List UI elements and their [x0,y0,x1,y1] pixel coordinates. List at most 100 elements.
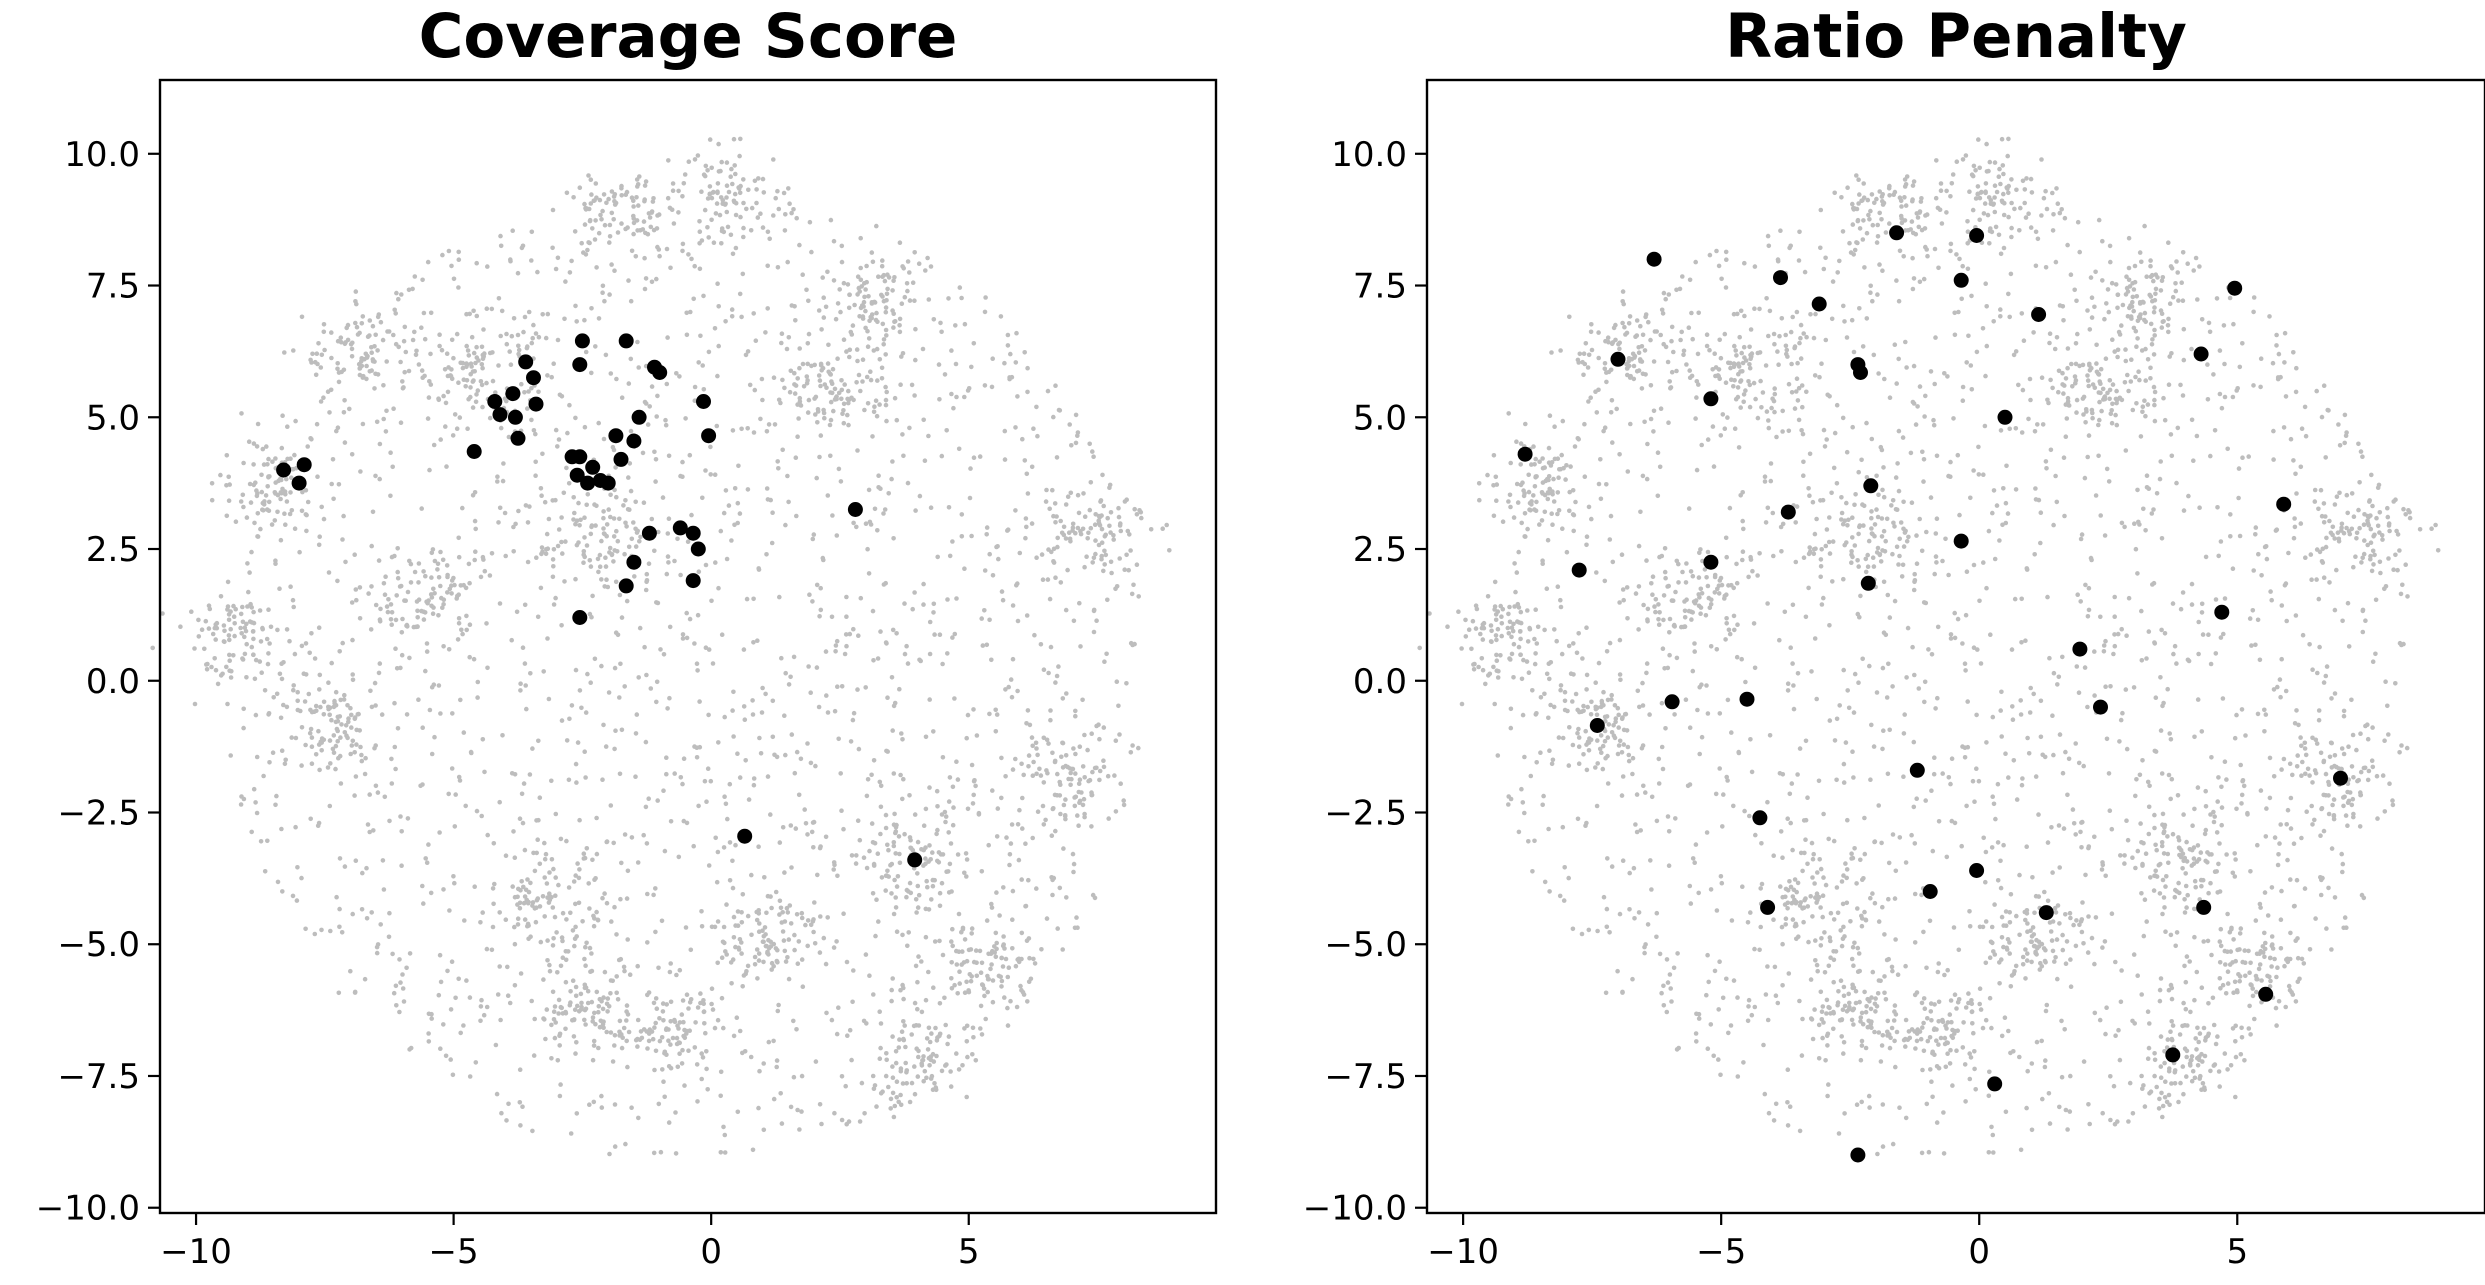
background-point [573,993,579,999]
background-point [610,1059,616,1064]
background-point [2294,708,2299,713]
background-point [552,1035,558,1041]
background-point [2237,364,2243,370]
background-point [1019,930,1025,936]
background-point [841,401,847,407]
background-point [805,410,811,415]
background-point [945,597,950,602]
background-point [607,292,612,297]
background-point [400,379,405,384]
background-point [196,617,201,623]
background-point [2195,297,2200,302]
background-point [382,794,388,800]
background-point [594,265,599,270]
background-point [326,570,332,575]
background-point [905,661,911,666]
background-point [1586,399,1591,404]
background-point [1960,641,1965,646]
background-point [686,159,692,164]
background-point [819,1121,824,1127]
background-point [866,571,872,576]
background-point [758,211,763,216]
background-point [2145,1009,2151,1014]
background-point [1031,426,1036,432]
background-point [2194,433,2200,439]
background-point [258,639,264,644]
background-point [574,319,579,324]
background-point [553,497,558,503]
background-point [2217,960,2223,965]
background-point [2208,453,2213,459]
background-point [378,606,383,612]
background-point [654,414,659,419]
background-point [521,329,526,335]
background-point [490,924,496,930]
background-point [2076,690,2082,695]
background-point [590,1057,596,1063]
background-point [492,881,497,887]
background-point [1822,930,1827,935]
background-point [749,932,754,938]
background-point [1003,774,1008,779]
background-point [2159,536,2165,541]
background-point [821,295,826,301]
background-point [2246,1026,2252,1031]
background-point [1072,925,1078,931]
background-point [1936,961,1941,966]
background-point [2096,217,2102,223]
background-point [303,672,309,677]
background-point [611,840,616,846]
background-point [756,1105,761,1111]
background-point [610,444,616,450]
background-point [2065,792,2070,798]
background-point [1073,708,1078,714]
background-point [682,172,688,177]
background-point [529,998,534,1004]
background-point [676,210,681,215]
background-point [596,1009,601,1015]
background-point [2124,818,2129,823]
background-point [623,226,628,232]
background-point [788,823,794,828]
background-point [2083,872,2088,878]
background-point [680,459,685,465]
background-point [976,812,982,817]
background-point [1981,560,1986,565]
background-point [1775,349,1780,354]
background-point [2045,594,2050,600]
background-point [573,924,578,930]
background-point [604,577,609,582]
background-point [756,566,761,571]
background-point [927,619,933,625]
background-point [1541,793,1546,799]
background-point [780,825,786,830]
background-point [452,412,458,417]
background-point [1890,832,1896,837]
background-point [1598,496,1604,502]
background-point [653,886,658,891]
background-point [833,649,838,654]
background-point [2092,961,2097,967]
background-point [1009,822,1015,827]
background-point [515,922,521,927]
background-point [1528,773,1534,779]
background-point [593,876,598,881]
background-point [870,608,876,614]
background-point [1101,764,1107,770]
background-point [884,333,889,338]
background-point [330,457,336,462]
background-point [303,926,308,932]
background-point [1037,766,1042,772]
background-point [943,819,948,825]
background-point [259,489,265,495]
background-point [2360,629,2366,635]
background-point [695,612,701,618]
background-point [458,1030,464,1036]
background-point [858,265,863,271]
background-point [314,421,320,427]
background-point [1097,736,1102,742]
background-point [2209,755,2214,760]
background-point [261,462,267,467]
background-point [499,308,505,314]
background-point [405,816,411,821]
